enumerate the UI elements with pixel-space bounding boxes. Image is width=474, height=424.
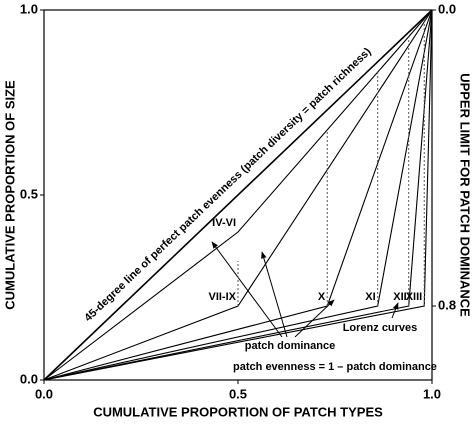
annotation: Lorenz curves xyxy=(343,322,418,334)
lorenz-curve xyxy=(43,9,433,381)
x-axis-title: CUMULATIVE PROPORTION OF PATCH TYPES xyxy=(93,404,383,419)
curve-label: IV-VI xyxy=(212,217,236,229)
y-axis-title: CUMULATIVE PROPORTION OF SIZE xyxy=(2,80,17,310)
curve-label: XI xyxy=(365,291,375,303)
x-tick-label: 1.0 xyxy=(423,386,441,401)
curve-label: VII-IX xyxy=(208,291,236,303)
reference-line-label: 45-degree line of perfect patch evenness… xyxy=(82,45,373,324)
annotation: patch evenness = 1 – patch dominance xyxy=(233,361,437,373)
y2-axis-title: UPPER LIMIT FOR PATCH DOMINANCE xyxy=(458,73,473,317)
y2-tick-label: 0.8 xyxy=(438,297,456,312)
y-tick-label: 0.5 xyxy=(20,186,38,201)
y-tick-label: 0.0 xyxy=(20,371,38,386)
y2-tick-label: 0.0 xyxy=(438,1,456,16)
curve-label: XII xyxy=(393,291,406,303)
y-tick-label: 1.0 xyxy=(20,1,38,16)
x-tick-label: 0.0 xyxy=(35,386,53,401)
reference-line xyxy=(43,9,433,381)
x-tick-label: 0.5 xyxy=(229,386,247,401)
curve-label: X xyxy=(318,291,326,303)
curve-label: XIII xyxy=(406,291,423,303)
annotation: patch dominance xyxy=(245,340,335,352)
